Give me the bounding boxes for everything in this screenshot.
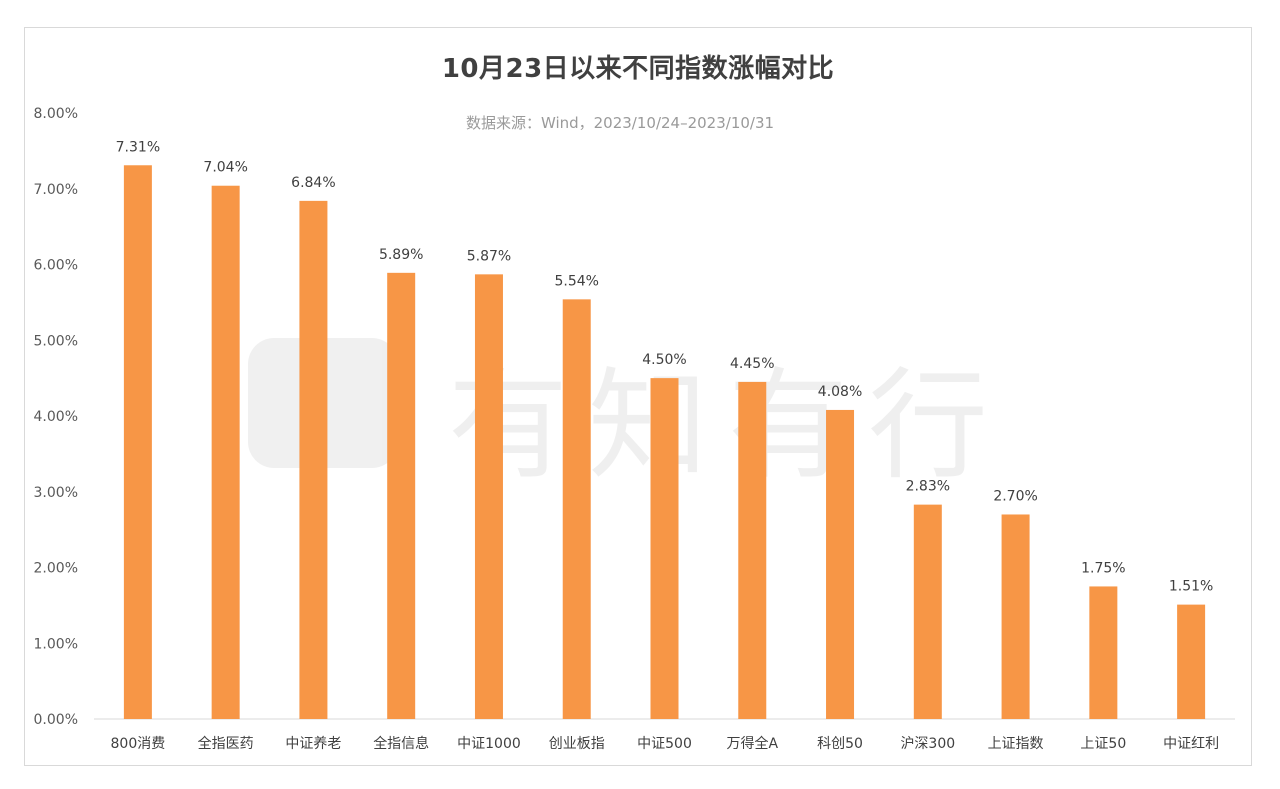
chart-subtitle: 数据来源：Wind，2023/10/24–2023/10/31 [465,114,775,132]
data-label: 2.83% [906,479,950,495]
bar [1177,604,1206,719]
bar [562,299,591,719]
x-tick-label: 中证500 [637,736,692,752]
x-tick-label: 上证指数 [988,736,1044,752]
bar [1089,586,1118,719]
y-tick-label: 4.00% [34,409,78,425]
x-tick-label: 创业板指 [549,736,605,752]
bar [826,409,855,719]
data-label: 5.87% [467,248,511,264]
chart-title: 10月23日以来不同指数涨幅对比 [441,54,835,84]
bar [913,504,942,719]
bar [1001,514,1030,719]
x-tick-label: 中证红利 [1163,736,1219,752]
data-label: 7.31% [116,139,160,155]
data-label: 4.08% [818,384,862,400]
data-label: 1.51% [1169,579,1213,595]
x-tick-label: 科创50 [817,736,863,752]
data-label: 7.04% [203,160,247,176]
bar [387,272,416,719]
x-tick-label: 沪深300 [900,736,955,752]
y-tick-label: 0.00% [34,712,78,728]
y-tick-label: 3.00% [34,485,78,501]
x-tick-label: 全指信息 [373,735,429,752]
data-label: 4.50% [642,352,686,368]
bar [211,185,240,720]
data-label: 2.70% [993,488,1037,504]
bar [650,378,679,719]
y-tick-label: 7.00% [34,182,78,198]
bar [738,381,767,719]
data-label: 5.54% [554,273,598,289]
data-label: 6.84% [291,175,335,191]
bar [123,165,152,719]
y-tick-label: 8.00% [34,106,78,122]
y-tick-label: 6.00% [34,258,78,274]
y-tick-label: 5.00% [34,333,78,349]
x-tick-label: 万得全A [726,735,778,752]
bar [299,200,328,719]
data-label: 1.75% [1081,560,1125,576]
x-tick-label: 中证养老 [285,736,341,752]
data-label: 5.89% [379,247,423,263]
x-tick-label: 全指医药 [198,735,254,752]
x-tick-label: 中证1000 [457,736,521,752]
x-tick-label: 800消费 [111,736,166,752]
y-tick-label: 2.00% [34,561,78,577]
data-label: 4.45% [730,356,774,372]
bar [474,274,503,719]
x-tick-label: 上证50 [1080,736,1126,752]
y-tick-label: 1.00% [34,636,78,652]
